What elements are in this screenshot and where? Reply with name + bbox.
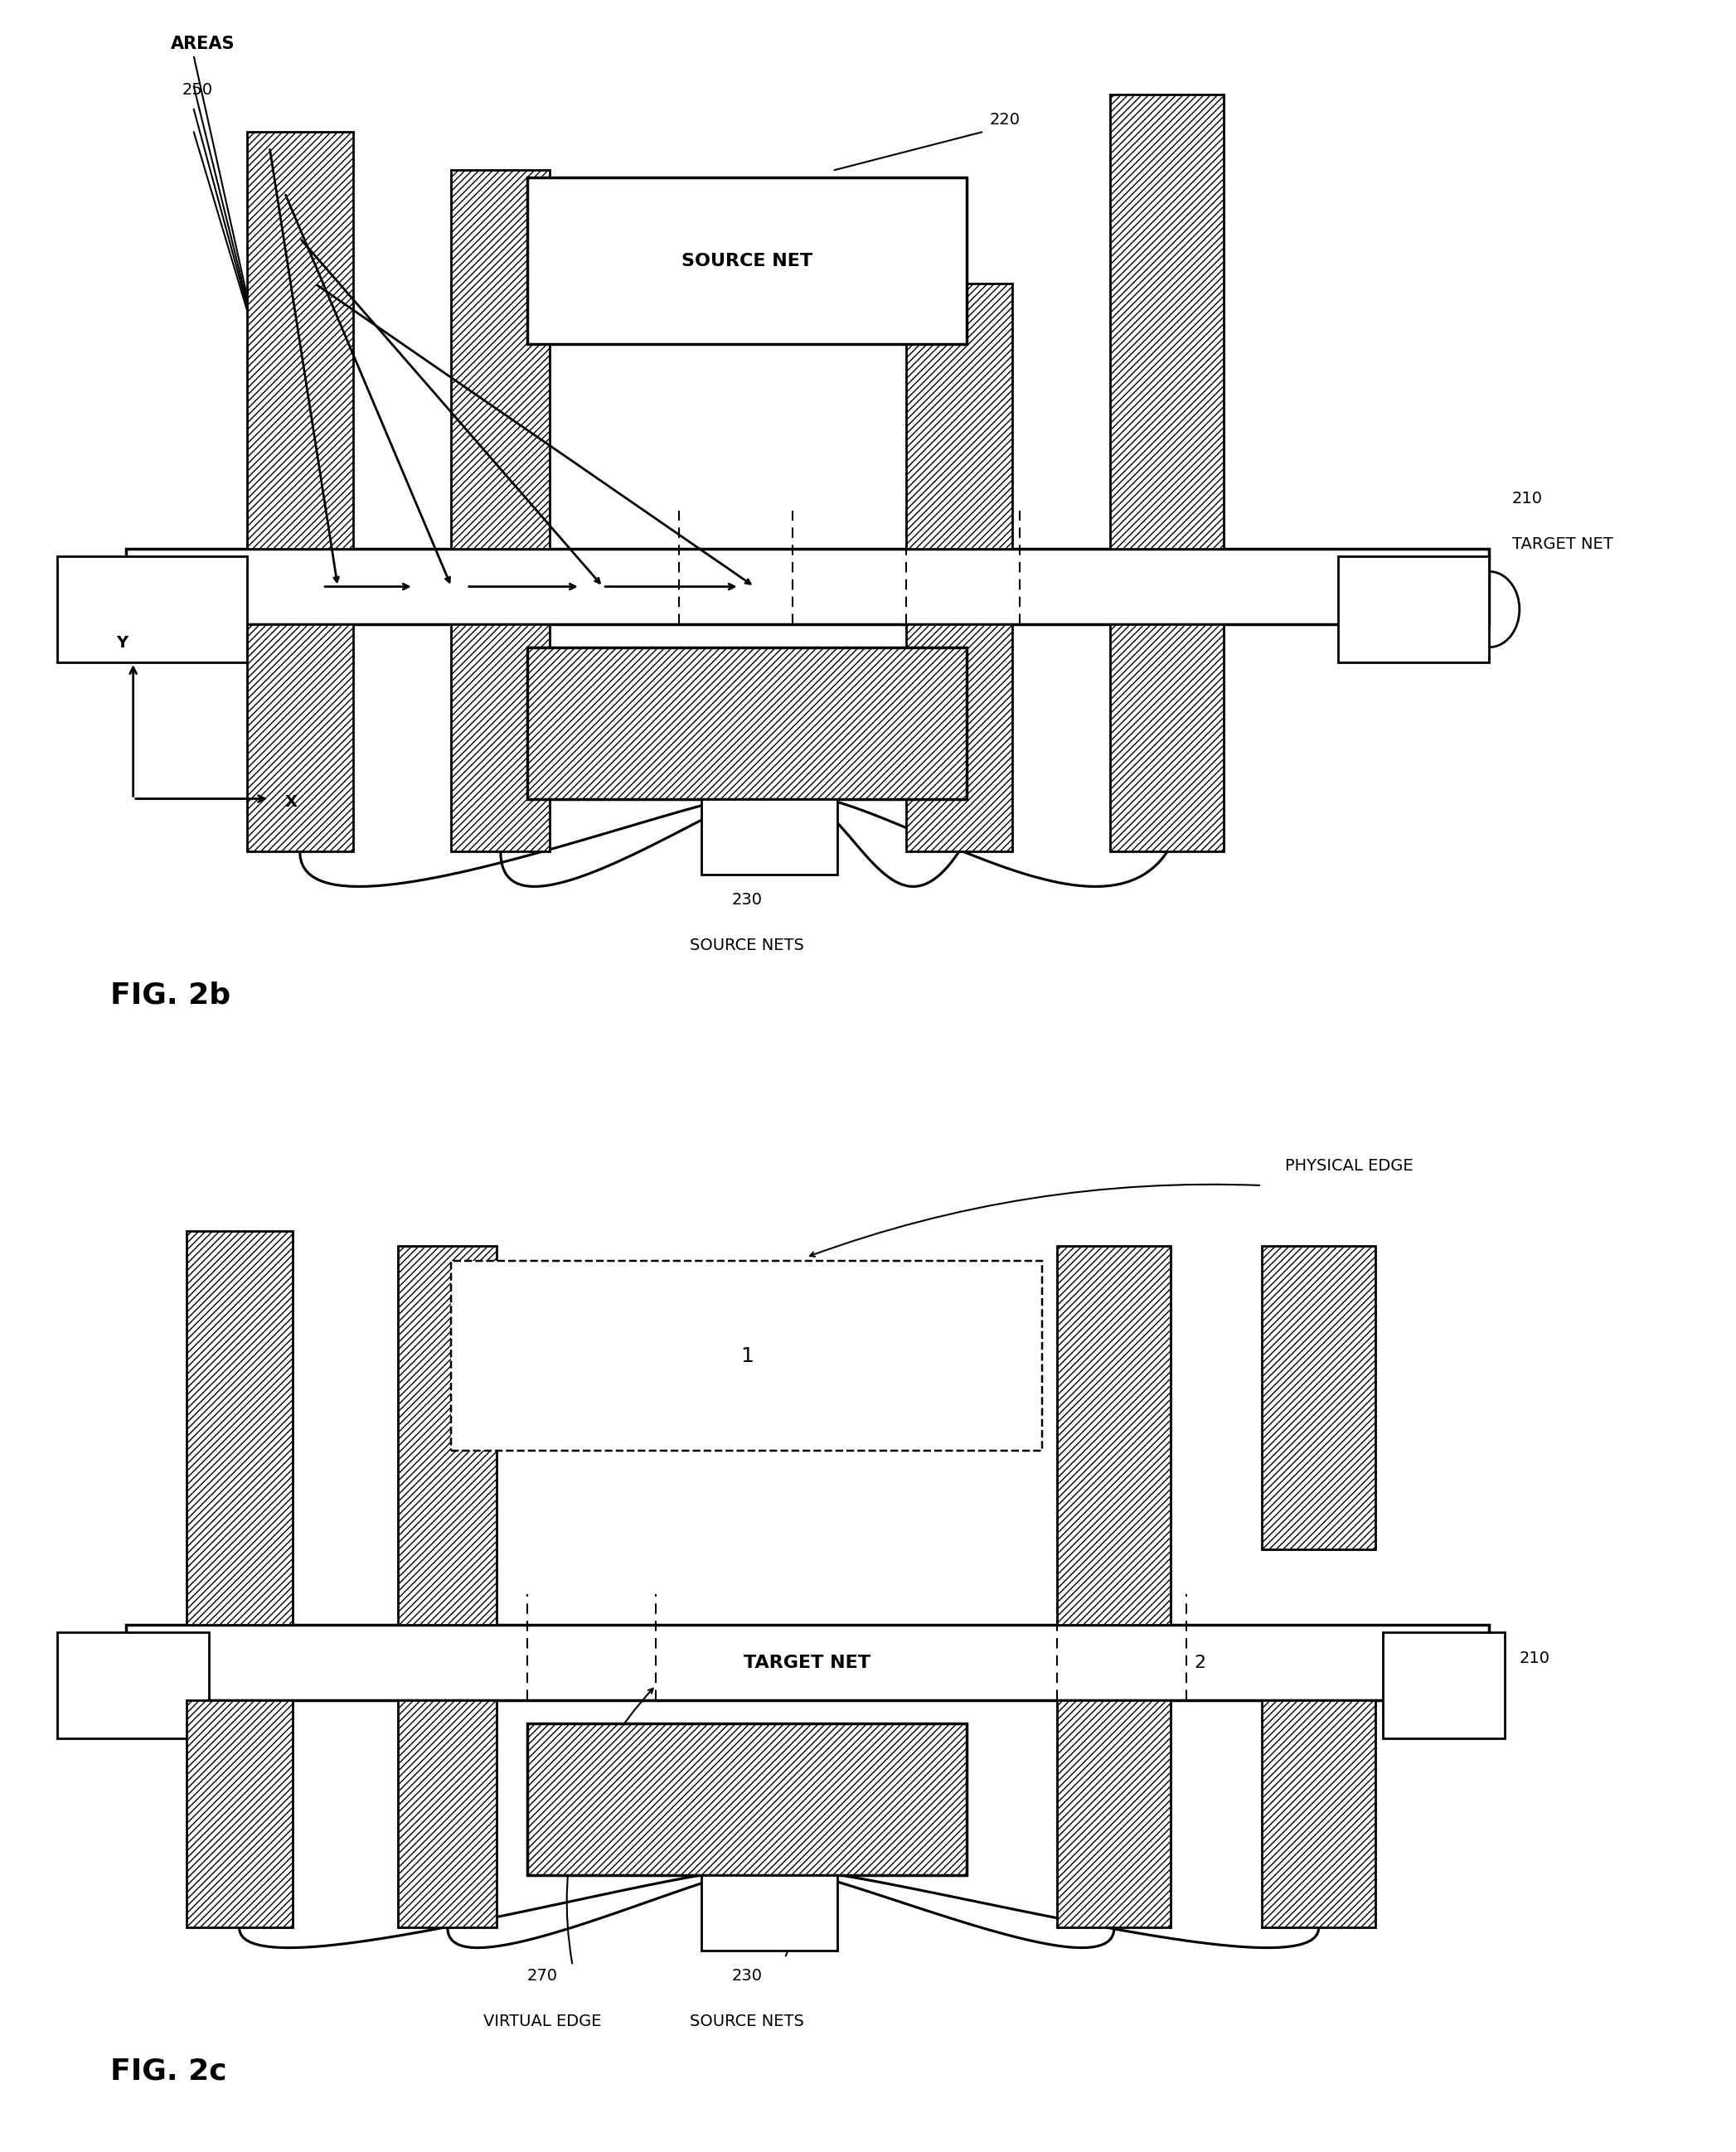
Text: X: X xyxy=(285,794,297,809)
Bar xyxy=(398,1700,496,1928)
Text: SOURCE NET: SOURCE NET xyxy=(681,252,812,269)
Bar xyxy=(125,549,1489,624)
Bar xyxy=(1338,557,1489,663)
Text: 210: 210 xyxy=(1519,1651,1550,1666)
Bar xyxy=(1057,1246,1172,1625)
Bar xyxy=(528,648,967,798)
Text: 210: 210 xyxy=(1512,491,1543,506)
Bar xyxy=(1111,624,1224,852)
Text: 1: 1 xyxy=(740,1345,753,1367)
Text: 270: 270 xyxy=(528,1969,557,1984)
Bar xyxy=(125,1625,1489,1700)
Bar xyxy=(186,1700,292,1928)
Text: Y: Y xyxy=(116,635,128,650)
Bar xyxy=(247,131,352,549)
Bar xyxy=(528,179,967,344)
Text: AREAS: AREAS xyxy=(172,37,236,52)
Bar xyxy=(906,624,1012,852)
Text: SOURCE NETS: SOURCE NETS xyxy=(689,938,804,953)
Bar xyxy=(1057,1700,1172,1928)
Text: 220: 220 xyxy=(990,112,1019,127)
Text: FIG. 2c: FIG. 2c xyxy=(111,2057,227,2085)
Text: TARGET NET: TARGET NET xyxy=(745,1655,871,1670)
Text: PHYSICAL EDGE: PHYSICAL EDGE xyxy=(1285,1158,1413,1173)
Bar xyxy=(451,1261,1042,1450)
Text: 2: 2 xyxy=(1194,1655,1205,1670)
Bar xyxy=(247,624,352,852)
Bar xyxy=(1384,1633,1505,1739)
Bar xyxy=(906,284,1012,549)
Text: 230: 230 xyxy=(731,893,762,908)
Bar xyxy=(528,1724,967,1874)
Bar xyxy=(1262,1246,1375,1549)
Text: FIG. 2b: FIG. 2b xyxy=(111,981,231,1009)
Bar xyxy=(57,557,247,663)
Bar xyxy=(398,1246,496,1625)
Bar xyxy=(186,1231,292,1625)
Text: TARGET NET: TARGET NET xyxy=(1512,536,1613,553)
Bar xyxy=(57,1633,208,1739)
Text: SOURCE NETS: SOURCE NETS xyxy=(689,2014,804,2029)
Bar xyxy=(701,1874,838,1950)
Bar xyxy=(451,170,550,549)
Text: 250: 250 xyxy=(182,82,214,97)
Bar xyxy=(1111,95,1224,549)
Bar xyxy=(701,798,838,874)
Text: 230: 230 xyxy=(731,1969,762,1984)
Text: VIRTUAL EDGE: VIRTUAL EDGE xyxy=(483,2014,601,2029)
Bar xyxy=(451,624,550,852)
Bar xyxy=(1262,1700,1375,1928)
